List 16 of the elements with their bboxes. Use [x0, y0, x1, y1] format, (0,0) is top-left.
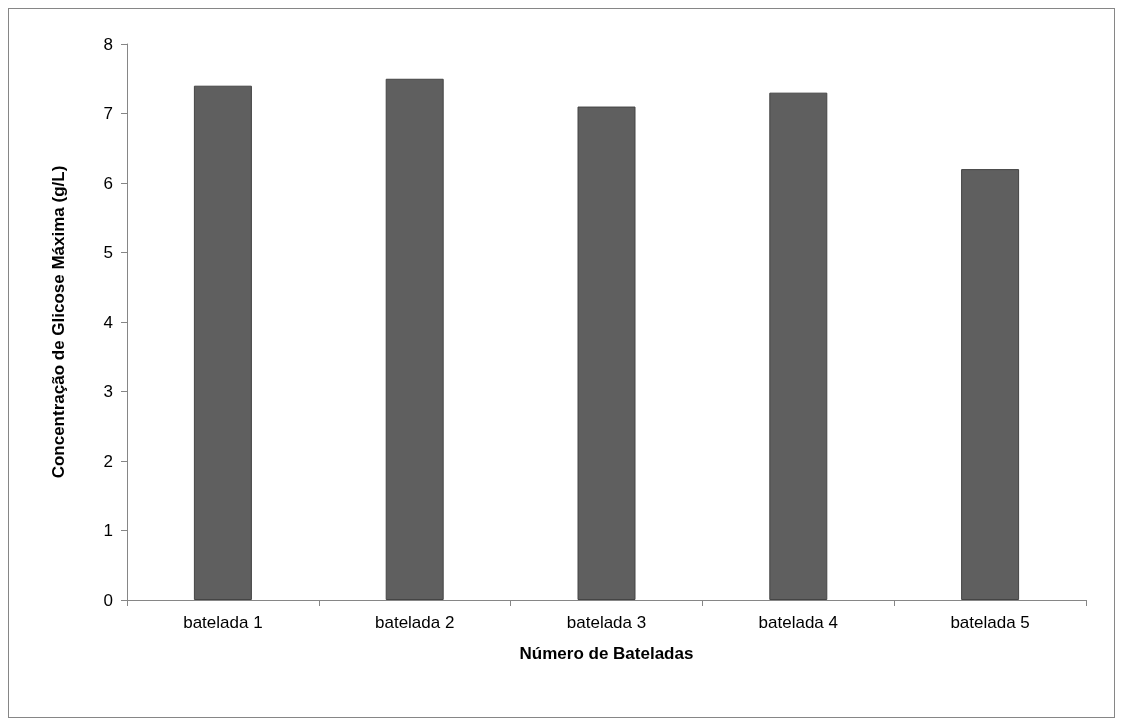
y-tick-label: 6: [103, 173, 113, 193]
y-tick-label: 1: [103, 521, 113, 540]
y-tick-label: 2: [103, 451, 113, 471]
y-tick-label: 5: [103, 243, 113, 262]
y-tick-label: 8: [103, 34, 113, 54]
y-tick-label: 4: [103, 312, 113, 332]
x-tick-label: batelada 4: [758, 613, 838, 632]
x-tick-label: batelada 2: [375, 613, 455, 632]
y-tick-label: 7: [103, 104, 113, 123]
y-tick-label: 0: [103, 590, 113, 610]
x-tick-label: batelada 3: [566, 613, 647, 632]
x-tick-label: batelada 5: [950, 613, 1030, 632]
y-tick-label: 3: [103, 382, 113, 401]
x-axis-title: Número de Bateladas: [519, 644, 694, 663]
y-axis-title: Concentração de Glicose Máxima (g/L): [49, 165, 68, 479]
x-tick-label: batelada 1: [183, 613, 263, 632]
